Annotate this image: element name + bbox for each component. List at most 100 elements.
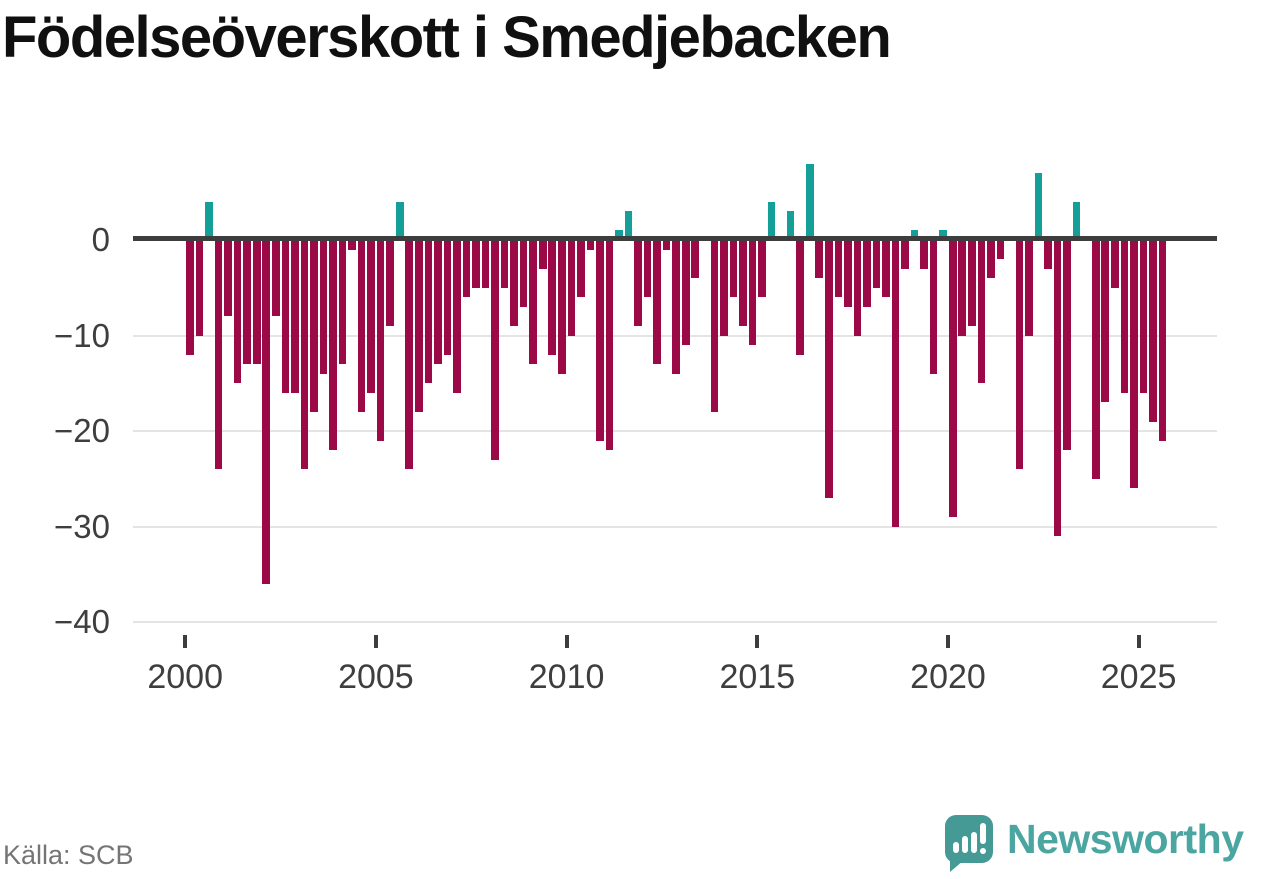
x-tick-mark-2025: [1136, 635, 1141, 648]
bar-2022Q4: [1053, 240, 1062, 537]
bar-2024Q4: [1130, 240, 1138, 489]
bar-2007Q4: [481, 240, 490, 288]
y-tick-label: −10: [54, 316, 110, 354]
bar-2002Q1: [262, 240, 271, 584]
bar-2020Q1: [948, 240, 957, 517]
bar-2020Q4: [977, 240, 986, 384]
logo-exclamation-dot: [980, 848, 986, 854]
x-tick-mark-2015: [755, 635, 760, 648]
x-tick-mark-2010: [564, 635, 569, 648]
bar-2021Q1: [987, 240, 995, 279]
bar-2019Q3: [929, 240, 938, 374]
zero-baseline: [133, 236, 1217, 241]
bar-2010Q4: [596, 240, 604, 441]
bar-2006Q1: [414, 240, 423, 412]
bar-2013Q4: [710, 240, 719, 412]
bar-2001Q3: [243, 240, 251, 365]
bar-2013Q2: [691, 240, 700, 279]
bar-2000Q2: [195, 240, 204, 336]
bar-2000Q4: [214, 240, 223, 470]
bar-2022Q1: [1025, 240, 1033, 336]
logo-exclamation-stem: [980, 823, 986, 844]
bar-2001Q4: [252, 240, 261, 365]
bar-2018Q3: [891, 240, 900, 527]
bar-2016Q3: [815, 240, 824, 279]
bar-2006Q3: [434, 240, 442, 365]
bar-2002Q3: [281, 240, 290, 393]
bar-2004Q2: [348, 240, 356, 250]
bar-2019Q2: [920, 240, 928, 269]
bar-2001Q1: [224, 240, 232, 317]
bar-2007Q3: [472, 240, 480, 288]
bar-2011Q4: [634, 240, 642, 326]
bar-2015Q4: [786, 211, 795, 240]
bar-2014Q4: [748, 240, 757, 346]
bar-2008Q3: [510, 240, 518, 326]
y-tick-label: −40: [54, 603, 110, 641]
bar-2017Q1: [834, 240, 843, 298]
bar-2000Q3: [205, 201, 213, 240]
x-tick-label: 2010: [528, 658, 605, 696]
bar-2002Q4: [291, 240, 299, 393]
bar-2005Q4: [405, 240, 414, 470]
bar-2002Q2: [271, 240, 280, 317]
bar-2014Q3: [739, 240, 747, 326]
logo-bar-small: [953, 842, 959, 853]
bar-2011Q2: [615, 230, 623, 240]
bar-2010Q1: [567, 240, 576, 336]
bar-2017Q4: [863, 240, 871, 307]
bar-2016Q4: [824, 240, 833, 498]
bar-2003Q4: [329, 240, 337, 451]
bar-2015Q1: [758, 240, 766, 298]
source-label: Källa: SCB: [3, 840, 134, 870]
bar-2016Q1: [796, 240, 804, 355]
bar-2001Q2: [233, 240, 242, 384]
bar-2020Q3: [967, 240, 976, 326]
bar-2024Q1: [1101, 240, 1110, 403]
bar-2004Q1: [338, 240, 347, 365]
newsworthy-logo-icon: [945, 815, 993, 872]
bar-2016Q2: [805, 163, 814, 240]
gridline--40: [133, 621, 1217, 624]
bar-2008Q4: [519, 240, 528, 307]
bar-2012Q3: [662, 240, 671, 250]
gridline--20: [133, 430, 1217, 433]
bar-2009Q4: [558, 240, 566, 374]
gridline--30: [133, 525, 1217, 528]
x-tick-label: 2025: [1100, 658, 1177, 696]
bar-2010Q2: [577, 240, 585, 298]
x-tick-mark-2000: [183, 635, 188, 648]
bar-2018Q1: [872, 240, 881, 288]
bar-2021Q4: [1015, 240, 1024, 470]
chart-title: Födelseöverskott i Smedjebacken: [2, 5, 892, 70]
bar-2009Q1: [529, 240, 538, 365]
brand: Newsworthy: [945, 813, 1244, 872]
bar-2025Q2: [1149, 240, 1157, 422]
bar-2015Q2: [767, 201, 776, 240]
bar-2014Q2: [729, 240, 738, 298]
bar-2008Q1: [491, 240, 499, 460]
bar-2013Q1: [681, 240, 690, 346]
bar-2021Q2: [996, 240, 1005, 260]
x-tick-label: 2005: [338, 658, 414, 696]
y-tick-label: 0: [91, 221, 110, 258]
bar-2025Q3: [1158, 240, 1167, 441]
bar-2023Q2: [1072, 201, 1081, 240]
bar-2007Q1: [453, 240, 461, 393]
x-tick-label: 2020: [910, 658, 986, 696]
bar-2018Q4: [901, 240, 909, 269]
bar-2017Q2: [844, 240, 852, 307]
bar-2018Q2: [882, 240, 890, 298]
bar-2004Q3: [357, 240, 366, 412]
bar-2023Q4: [1091, 240, 1100, 479]
bar-2012Q1: [643, 240, 652, 298]
bar-2003Q3: [319, 240, 328, 374]
bar-2009Q2: [538, 240, 547, 269]
bar-2005Q1: [376, 240, 385, 441]
x-tick-label: 2000: [147, 658, 223, 696]
bar-2010Q3: [586, 240, 595, 250]
bar-2006Q2: [424, 240, 433, 384]
bar-2019Q4: [939, 230, 947, 240]
bar-2012Q4: [672, 240, 681, 374]
